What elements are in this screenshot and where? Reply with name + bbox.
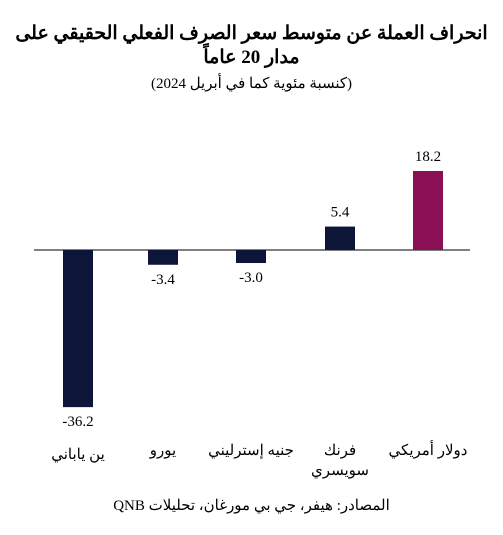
source-note: المصادر: هيفر، جي بي مورغان، تحليلات QNB (113, 498, 390, 514)
category-label-2: جنيه إسترليني (208, 443, 294, 459)
category-label-3: يورو (149, 443, 177, 459)
chart-subtitle: (كنسبة مئوية كما في أبريل 2024) (150, 76, 353, 92)
chart-title: انحراف العملة عن متوسط سعر الصرف الفعلي … (15, 23, 488, 68)
value-label-2: -3.0 (239, 270, 263, 286)
value-label-3: -3.4 (151, 272, 175, 288)
bar-0 (413, 171, 443, 250)
bar-4 (63, 250, 93, 408)
value-label-4: -36.2 (62, 414, 93, 430)
category-label-4: ين ياباني (51, 447, 105, 463)
category-label-1: فرنك سويسري (311, 443, 369, 479)
category-label-0: دولار أمريكي (388, 443, 468, 459)
bar-1 (325, 226, 355, 250)
bar-3 (148, 250, 178, 265)
bar-2 (236, 250, 266, 264)
value-label-0: 18.2 (415, 149, 441, 165)
value-label-1: 5.4 (331, 205, 350, 221)
